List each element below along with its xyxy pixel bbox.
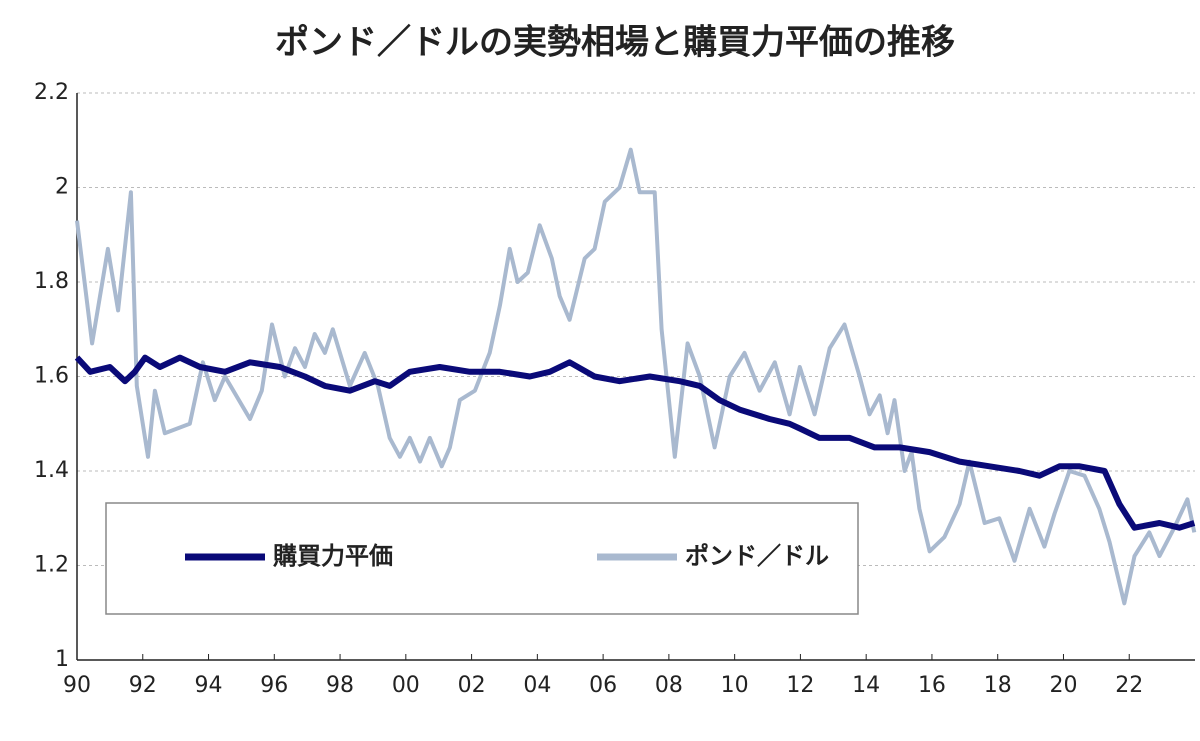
y-tick-label: 2 (55, 175, 69, 200)
x-tick-label: 04 (523, 673, 551, 698)
x-tick-label: 96 (260, 673, 288, 698)
x-tick-label: 20 (1049, 673, 1077, 698)
x-tick-label: 92 (129, 673, 157, 698)
x-tick-label: 16 (918, 673, 946, 698)
x-tick-label: 10 (721, 673, 749, 698)
x-tick-label: 94 (195, 673, 223, 698)
x-tick-label: 18 (984, 673, 1012, 698)
x-tick-label: 02 (458, 673, 486, 698)
x-tick-label: 06 (589, 673, 617, 698)
series-line (74, 354, 1196, 531)
legend-label: ポンド／ドル (685, 542, 829, 570)
y-tick-label: 1.4 (34, 458, 69, 483)
y-tick-label: 1 (55, 647, 69, 672)
y-tick-label: 1.8 (34, 269, 69, 294)
y-tick-label: 1.6 (34, 364, 69, 389)
x-tick-label: 00 (392, 673, 420, 698)
chart-title: ポンド／ドルの実勢相場と購買力平価の推移 (275, 23, 955, 63)
legend-label: 購買力平価 (273, 542, 393, 570)
x-tick-label: 12 (786, 673, 814, 698)
x-tick-label: 98 (326, 673, 354, 698)
series-line (75, 147, 1197, 606)
x-tick-label: 14 (852, 673, 880, 698)
y-tick-label: 2.2 (34, 80, 69, 105)
x-tick-label: 22 (1115, 673, 1143, 698)
x-tick-label: 90 (63, 673, 91, 698)
x-tick-label: 08 (655, 673, 683, 698)
y-tick-label: 1.2 (34, 553, 69, 578)
